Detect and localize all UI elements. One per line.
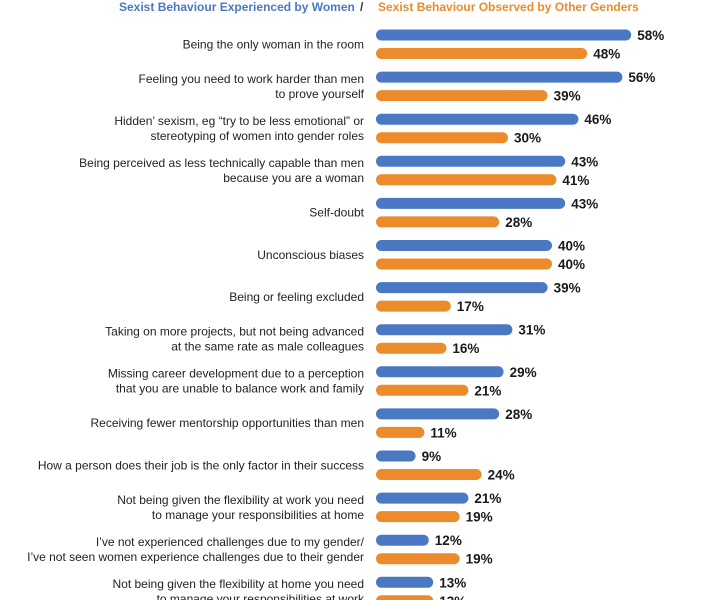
bar-women: [376, 534, 429, 546]
legend: Sexist Behaviour Experienced by Women / …: [0, 0, 703, 18]
category-group: Taking on more projects, but not being a…: [105, 323, 545, 357]
value-label: 12%: [435, 533, 462, 548]
bar-other-genders: [376, 342, 447, 354]
value-label: 29%: [510, 365, 537, 380]
category-group: Missing career development due to a perc…: [108, 365, 537, 399]
bar-women: [376, 197, 566, 209]
bar-other-genders: [376, 595, 434, 600]
category-label: I’ve not experienced challenges due to m…: [27, 535, 365, 564]
value-label: 39%: [554, 281, 581, 296]
value-label: 58%: [637, 28, 664, 43]
category-group: How a person does their job is the only …: [38, 449, 515, 483]
category-label: Receiving fewer mentorship opportunities…: [91, 416, 364, 430]
value-label: 21%: [474, 383, 501, 398]
bar-women: [376, 450, 416, 462]
bar-women: [376, 29, 632, 41]
value-label: 41%: [562, 173, 589, 188]
value-label: 13%: [439, 594, 466, 600]
category-group: Not being given the flexibility at work …: [117, 491, 501, 524]
bar-women: [376, 324, 513, 336]
category-group: Being perceived as less technically capa…: [79, 154, 598, 188]
bar-other-genders: [376, 469, 482, 480]
legend-women: Sexist Behaviour Experienced by Women: [119, 0, 355, 14]
category-group: Self-doubt 43% 28%: [309, 196, 598, 230]
category-group: Receiving fewer mentorship opportunities…: [91, 407, 533, 441]
value-label: 39%: [554, 89, 581, 104]
category-group: Being the only woman in the room 58% 48%: [183, 28, 665, 62]
value-label: 28%: [505, 215, 532, 230]
bar-other-genders: [376, 90, 548, 102]
category-group: Being or feeling excluded 39% 17%: [229, 281, 580, 315]
bar-women: [376, 282, 548, 294]
category-label: Feeling you need to work harder than men…: [139, 72, 365, 101]
category-group: Feeling you need to work harder than men…: [139, 70, 656, 104]
value-label: 31%: [518, 323, 545, 338]
bar-other-genders: [376, 384, 469, 396]
bar-other-genders: [376, 258, 552, 270]
bar-other-genders: [376, 553, 460, 565]
value-label: 19%: [466, 552, 493, 567]
bar-women: [376, 71, 623, 83]
category-label: How a person does their job is the only …: [38, 458, 364, 472]
category-label: Being or feeling excluded: [229, 290, 364, 304]
category-label: Hidden’ sexism, eg “try to be less emoti…: [114, 114, 364, 143]
bar-other-genders: [376, 216, 500, 228]
value-label: 11%: [430, 425, 456, 440]
value-label: 40%: [558, 239, 585, 254]
value-label: 17%: [457, 299, 484, 314]
value-label: 56%: [628, 70, 655, 85]
bar-women: [376, 408, 500, 420]
bar-other-genders: [376, 300, 451, 312]
bar-other-genders: [376, 48, 588, 59]
value-label: 9%: [422, 449, 442, 464]
bar-other-genders: [376, 174, 557, 186]
bar-other-genders: [376, 511, 460, 523]
category-label: Not being given the flexibility at home …: [113, 577, 365, 600]
legend-other-genders: Sexist Behaviour Observed by Other Gende…: [378, 0, 639, 14]
bar-other-genders: [376, 132, 508, 144]
category-label: Not being given the flexibility at work …: [117, 493, 364, 522]
category-label: Unconscious biases: [257, 248, 364, 262]
category-group: Not being given the flexibility at home …: [113, 575, 466, 600]
category-label: Self-doubt: [309, 206, 364, 220]
value-label: 21%: [474, 491, 501, 506]
bar-women: [376, 576, 434, 588]
bar-women: [376, 366, 504, 378]
category-label: Being the only woman in the room: [183, 37, 364, 51]
value-label: 43%: [571, 154, 598, 169]
category-group: Hidden’ sexism, eg “try to be less emoti…: [114, 112, 611, 146]
category-label: Taking on more projects, but not being a…: [105, 324, 364, 353]
value-label: 43%: [571, 196, 598, 211]
value-label: 48%: [593, 47, 620, 62]
bar-other-genders: [376, 426, 425, 438]
value-label: 40%: [558, 257, 585, 272]
legend-separator: /: [360, 0, 364, 14]
value-label: 28%: [505, 407, 532, 422]
category-label: Being perceived as less technically capa…: [79, 156, 364, 185]
category-group: Unconscious biases 40% 40%: [257, 239, 585, 273]
bar-women: [376, 492, 469, 504]
value-label: 46%: [584, 112, 611, 127]
bar-women: [376, 240, 552, 251]
category-group: I’ve not experienced challenges due to m…: [27, 533, 493, 567]
value-label: 30%: [514, 131, 541, 146]
value-label: 13%: [439, 575, 466, 590]
value-label: 24%: [488, 468, 515, 483]
bar-women: [376, 113, 579, 125]
value-label: 19%: [466, 510, 493, 525]
bar-women: [376, 155, 566, 167]
value-label: 16%: [452, 341, 479, 356]
category-label: Missing career development due to a perc…: [108, 367, 364, 396]
